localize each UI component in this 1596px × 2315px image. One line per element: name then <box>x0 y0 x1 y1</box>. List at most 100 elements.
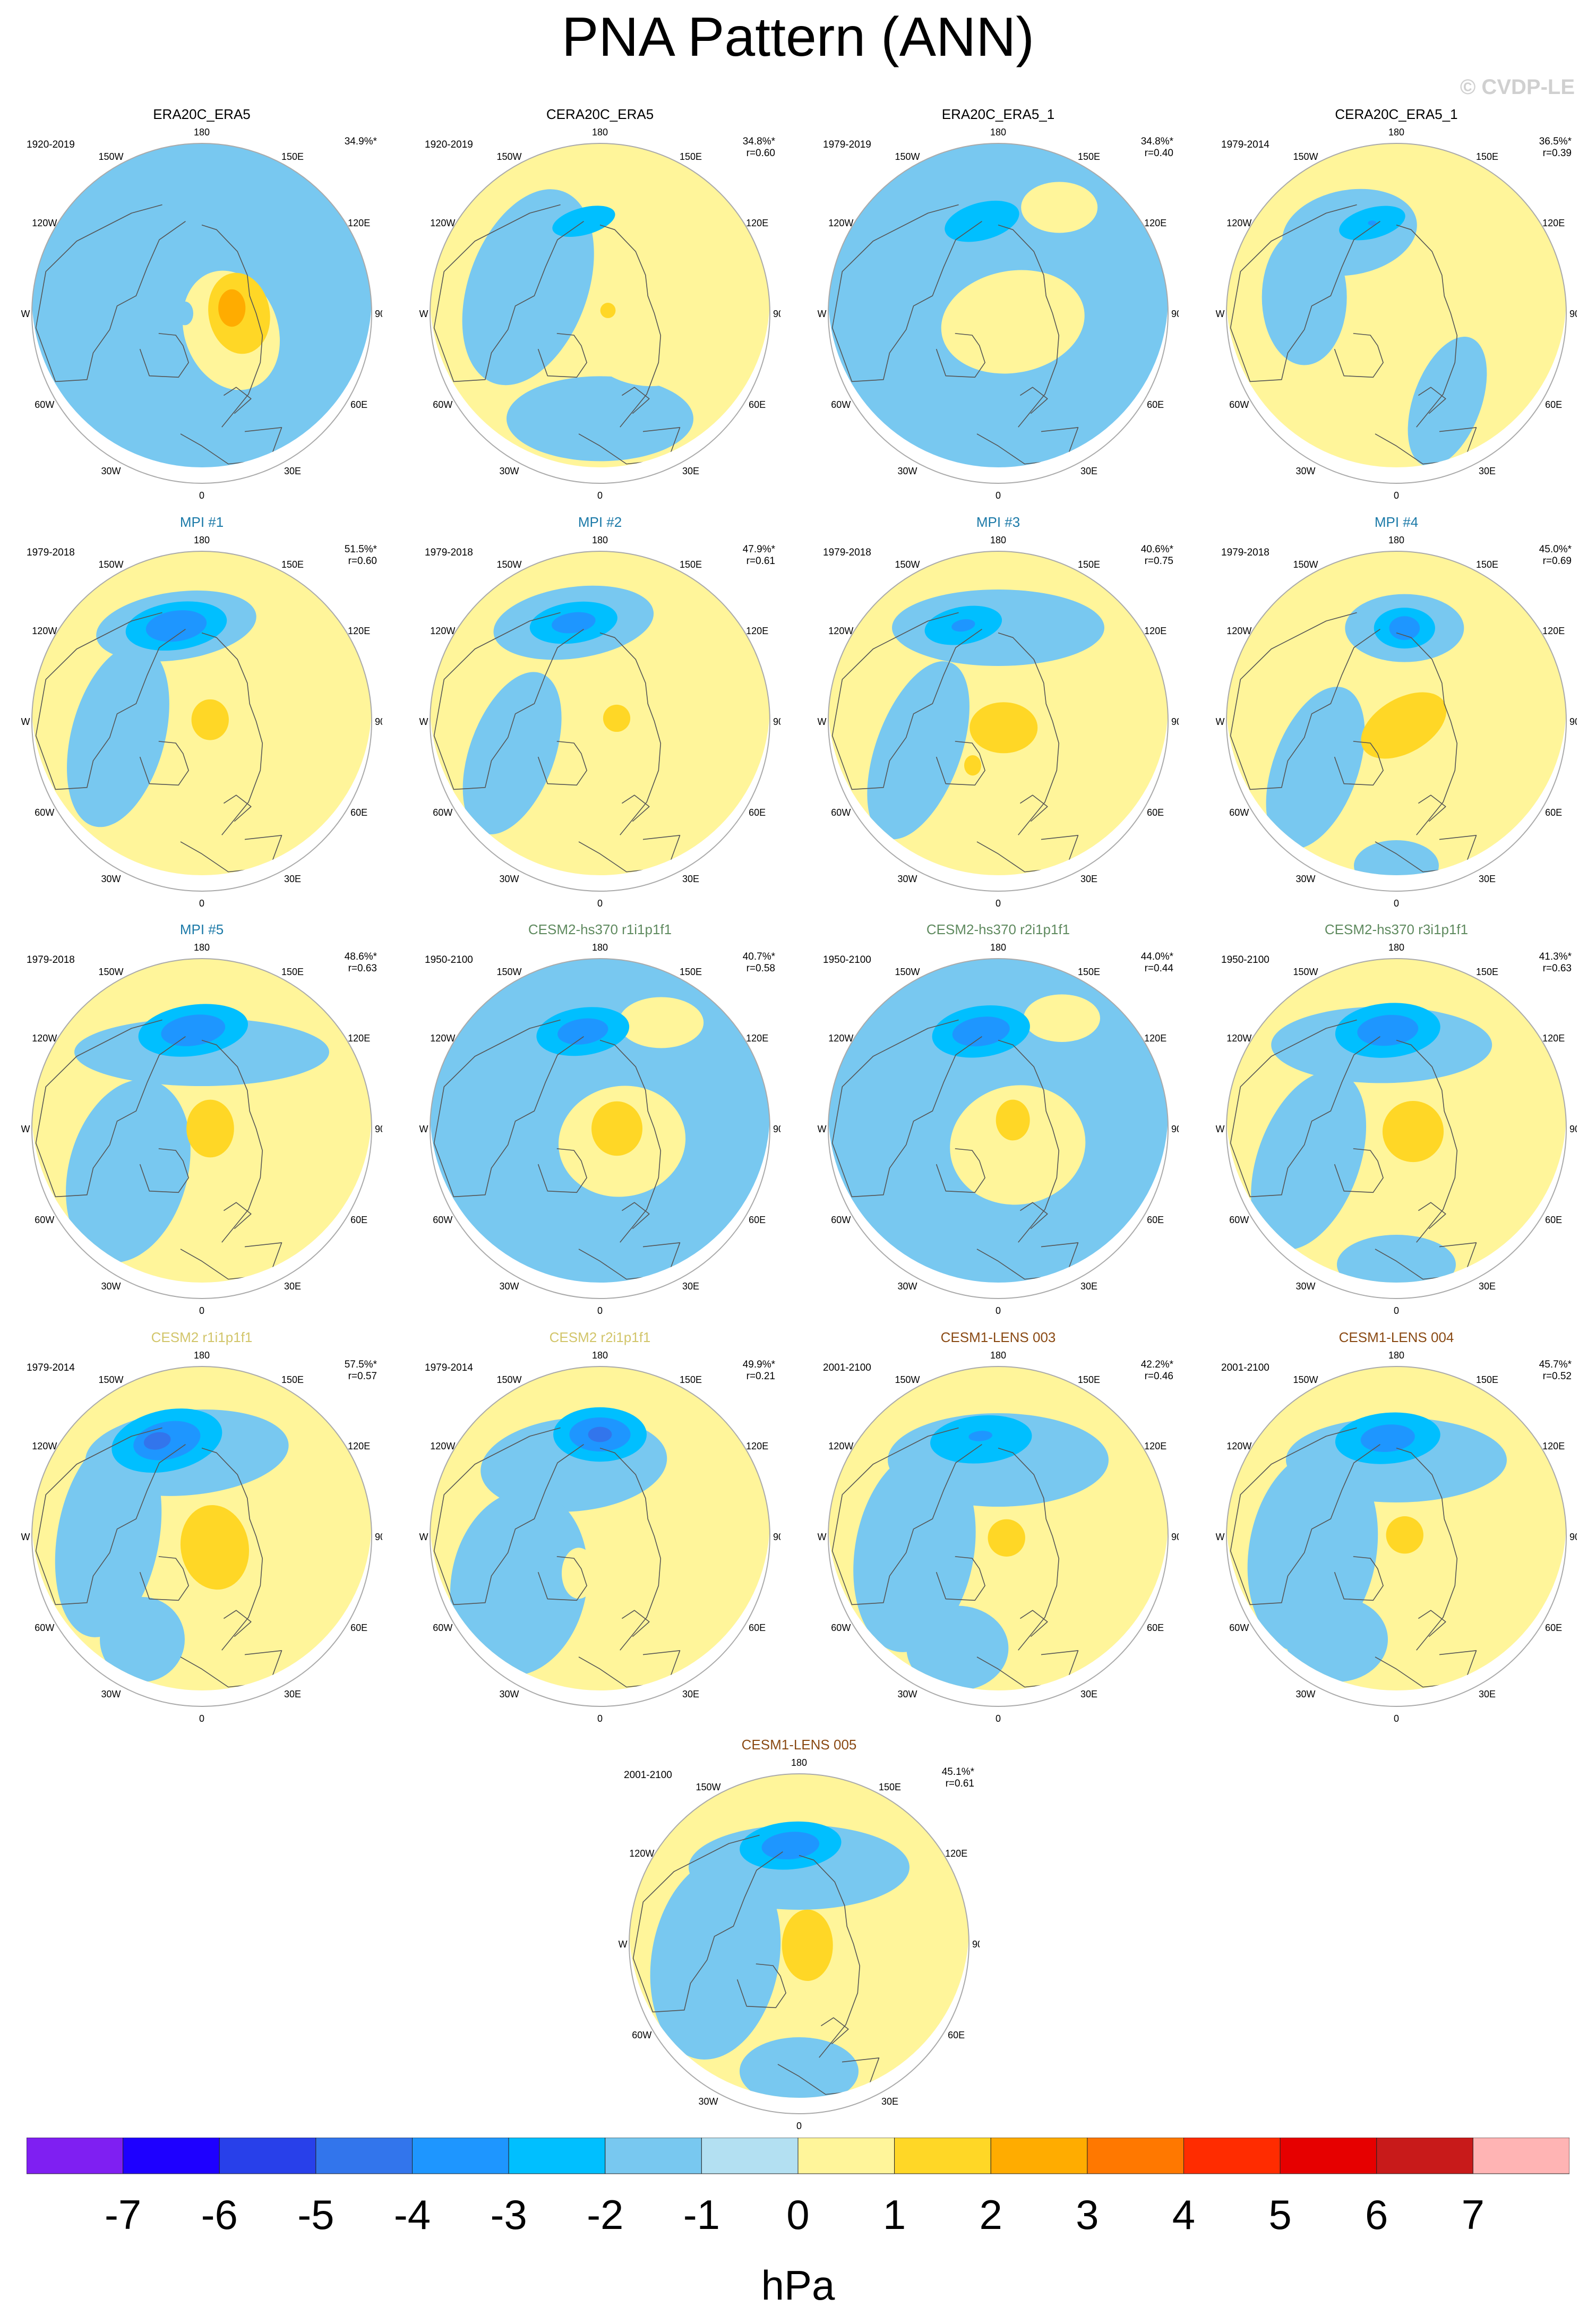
longitude-label: 90E <box>375 1124 382 1134</box>
longitude-label: 90E <box>972 1939 980 1950</box>
longitude-label: 150E <box>1476 1374 1498 1385</box>
map-panel: CESM2-hs370 r3i1p1f1 1950-2100 41.3%* r=0.6… <box>1216 921 1577 1336</box>
longitude-label: 30E <box>682 1281 699 1292</box>
map-panel: CESM2-hs370 r1i1p1f1 1950-2100 40.7%* r=0.5… <box>419 921 780 1336</box>
panel-period: 2001-2100 <box>1221 1362 1269 1373</box>
longitude-label: 150E <box>281 1374 304 1385</box>
coastline <box>1019 795 1048 822</box>
longitude-label: 60E <box>1545 399 1562 410</box>
longitude-label: 120W <box>32 626 57 636</box>
longitude-label: 30E <box>682 874 699 884</box>
coastline <box>998 224 1060 428</box>
longitude-label: 30E <box>1080 466 1097 476</box>
coastline <box>139 741 189 786</box>
negative-anomaly-region <box>867 661 969 840</box>
negative-anomaly-region <box>66 1079 191 1263</box>
longitude-label: 0 <box>796 2121 802 2131</box>
colorbar-bin <box>1280 2138 1377 2174</box>
longitude-label: 30E <box>1479 466 1496 476</box>
map-panel: CERA20C_ERA5_1 1979-2014 36.5%* r=0.39 180 15… <box>1216 106 1577 520</box>
longitude-label: 120E <box>1144 1441 1166 1451</box>
colorbar-bin <box>1087 2138 1184 2174</box>
polar-map: 180 150E 120E 90E 60E 30E 0 30W 60W 90W 120W 150W <box>1216 1350 1577 1724</box>
positive-anomaly-region <box>1382 1100 1444 1163</box>
positive-anomaly-region <box>600 303 616 318</box>
coastline <box>1396 224 1458 428</box>
panel-stats: 34.8%* r=0.60 <box>743 136 775 159</box>
coastline <box>632 1834 783 2013</box>
longitude-label: 30W <box>101 466 121 476</box>
coastline <box>201 224 263 428</box>
map-rim <box>828 958 1169 1299</box>
longitude-label: 150W <box>496 559 521 570</box>
longitude-label: 120E <box>945 1848 967 1859</box>
negative-anomaly-region <box>450 1490 588 1676</box>
pattern-correlation: r=0.40 <box>1144 147 1173 159</box>
coastline <box>433 204 584 382</box>
pattern-correlation: r=0.61 <box>746 555 775 567</box>
map-rim <box>1226 958 1567 1299</box>
positive-anomaly-region <box>562 1548 596 1599</box>
negative-anomaly-region <box>740 2037 859 2098</box>
longitude-label: 60E <box>749 1215 766 1225</box>
panel-title: MPI #5 <box>179 921 224 937</box>
pattern-correlation: r=0.57 <box>348 1370 377 1382</box>
longitude-label: 120W <box>430 218 455 228</box>
longitude-label: 90E <box>1569 716 1577 727</box>
longitude-label: 180 <box>592 535 608 545</box>
map-rim <box>828 1366 1169 1707</box>
longitude-label: 120W <box>828 626 853 636</box>
negative-anomaly-region <box>588 1426 612 1442</box>
longitude-label: 30E <box>1479 874 1496 884</box>
coastline <box>820 2017 849 2045</box>
coastline <box>1334 1148 1384 1193</box>
panel-title: CESM2-hs370 r1i1p1f1 <box>528 921 672 937</box>
longitude-label: 90E <box>1171 1124 1179 1134</box>
longitude-label: 30W <box>499 874 519 884</box>
longitude-label: 60E <box>948 2030 965 2040</box>
polar-map: 180 150E 120E 90E 60E 30E 0 30W 60W 90W 120W 150W <box>818 535 1179 909</box>
longitude-label: 60W <box>35 807 54 818</box>
panel-period: 1979-2018 <box>27 547 75 558</box>
negative-anomaly-region <box>1357 1014 1419 1046</box>
positive-anomaly-region <box>941 270 1085 374</box>
negative-anomaly-region <box>1389 616 1420 640</box>
panel-stats: 51.5%* r=0.60 <box>345 544 377 567</box>
coastline <box>936 741 985 786</box>
longitude-label: 30W <box>101 874 121 884</box>
colorbar-tick-label: -1 <box>683 2191 720 2238</box>
longitude-label: 30E <box>1080 874 1097 884</box>
longitude-label: 60E <box>1545 1215 1562 1225</box>
longitude-label: 180 <box>791 1757 807 1768</box>
longitude-label: 150W <box>98 151 123 162</box>
longitude-label: 120E <box>746 218 768 228</box>
coastline <box>998 632 1060 835</box>
panel-title: CESM1-LENS 003 <box>940 1329 1056 1345</box>
coastline <box>223 1610 252 1637</box>
longitude-label: 150E <box>1476 559 1498 570</box>
longitude-label: 120W <box>430 626 455 636</box>
negative-anomaly-region <box>176 301 193 326</box>
longitude-label: 180 <box>592 127 608 138</box>
positive-anomaly-region <box>180 1505 250 1590</box>
longitude-label: 60W <box>1229 807 1249 818</box>
longitude-label: 0 <box>199 1305 204 1316</box>
longitude-label: 120E <box>746 1033 768 1044</box>
longitude-label: 30W <box>1295 1281 1315 1292</box>
longitude-label: 180 <box>990 127 1006 138</box>
positive-anomaly-region <box>964 755 981 776</box>
coastline <box>1230 1427 1380 1605</box>
map-panel: MPI #4 1979-2018 45.0%*r=0.69 180 150E 120E 90… <box>1216 514 1577 928</box>
longitude-label: 180 <box>1388 942 1404 953</box>
coastline <box>831 1427 982 1605</box>
longitude-label: 120W <box>1226 218 1251 228</box>
longitude-label: 30W <box>897 1689 917 1699</box>
panel-stats: 41.3%* r=0.63 <box>1539 951 1572 975</box>
pattern-correlation: r=0.69 <box>1542 555 1572 567</box>
coastline <box>1396 1447 1458 1651</box>
coastline <box>537 741 587 786</box>
longitude-label: 180 <box>990 1350 1006 1361</box>
map-rim <box>430 958 770 1299</box>
colorbar-tick-label: -5 <box>297 2191 334 2238</box>
longitude-label: 120W <box>629 1848 654 1859</box>
